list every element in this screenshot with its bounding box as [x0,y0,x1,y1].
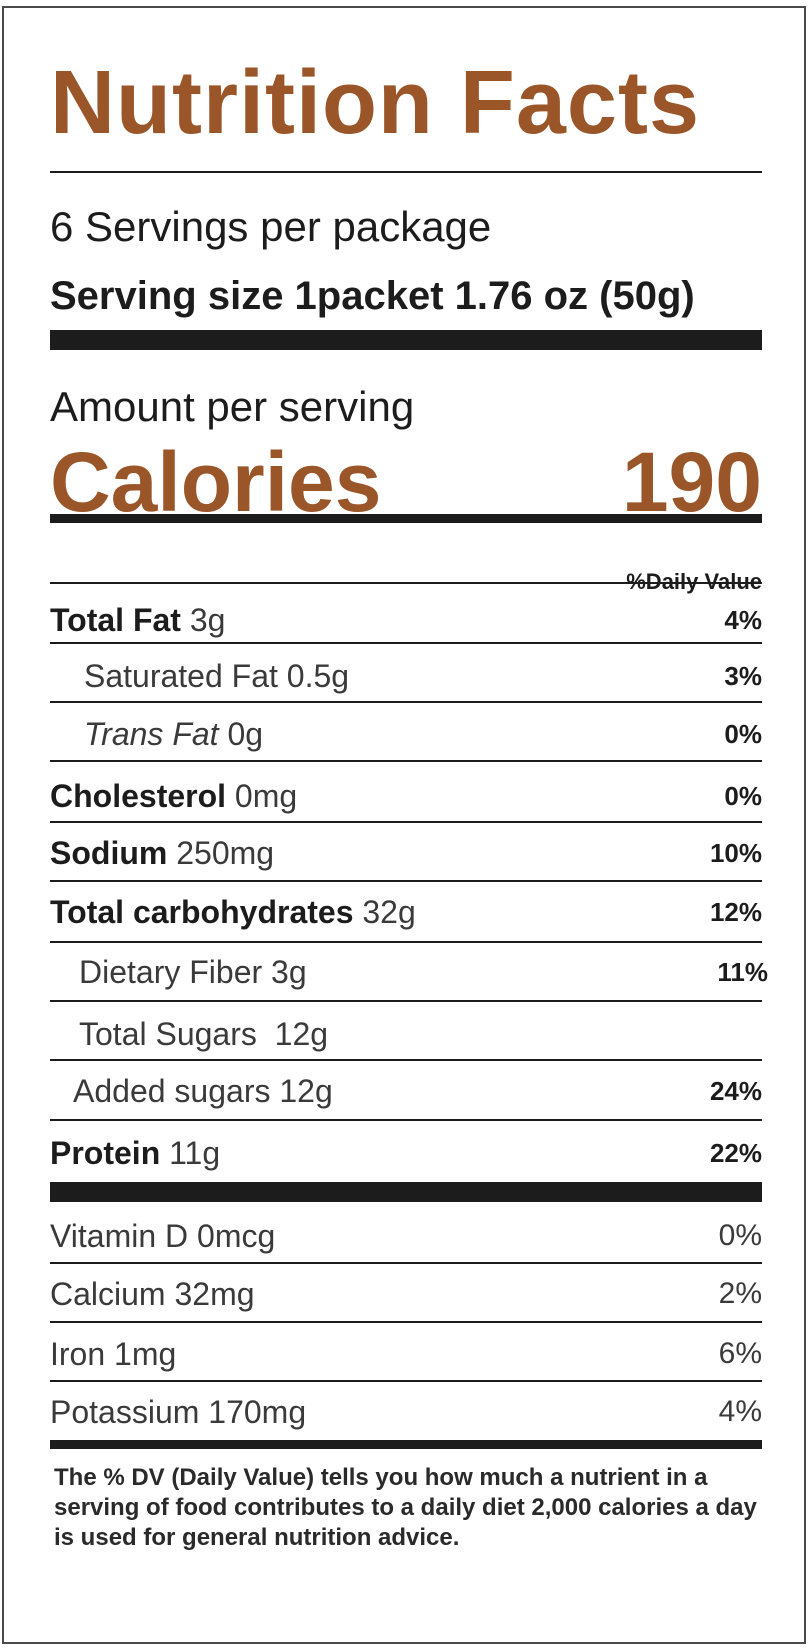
row-divider [50,941,762,943]
vitamin-dv: 4% [718,1395,762,1428]
label-title: Nutrition Facts [50,53,701,153]
nutrient-amount: 11g [169,1135,221,1171]
vitamin-amount: 0mcg [197,1218,276,1254]
nutrient-name: Added sugars [73,1073,271,1109]
footnote-divider [50,1440,762,1449]
row-divider [50,1380,762,1382]
calories-value: 190 [621,435,762,529]
amount-per-serving: Amount per serving [50,383,415,430]
vitamin-dv: 6% [718,1337,762,1370]
nutrient-row-trans-fat: Trans Fat 0g 0% [50,714,762,754]
nutrient-dv: 4% [724,605,762,635]
nutrient-name: Total Fat [50,602,181,638]
vitamin-amount: 1mg [114,1336,177,1372]
nutrient-name: Cholesterol [50,778,227,814]
vitamin-name: Iron [50,1336,106,1372]
calories-divider [50,514,762,523]
row-divider [50,1059,762,1061]
title-divider [50,171,762,173]
nutrient-row-cholesterol: Cholesterol 0mg 0% [50,776,762,816]
nutrient-row-total-carbohydrates: Total carbohydrates 32g 12% [50,892,762,932]
daily-value-footnote: The % DV (Daily Value) tells you how muc… [54,1464,757,1551]
vitamin-name: Potassium [50,1394,200,1430]
nutrient-name: Sodium [50,835,168,871]
nutrient-dv: 12% [709,897,762,927]
nutrient-name: Total carbohydrates [50,894,354,930]
nutrient-amount: 0.5g [286,658,350,694]
nutrient-name: Saturated Fat [84,658,278,694]
dv-header-divider [50,582,762,584]
serving-divider-thick [50,330,762,350]
nutrient-amount: 12g [279,1073,333,1109]
row-divider [50,1000,762,1002]
vitamin-name: Calcium [50,1276,166,1312]
nutrient-dv: 22% [709,1138,762,1168]
nutrient-dv: 0% [724,719,762,749]
nutrient-row-dietary-fiber: Dietary Fiber 3g 11% [50,952,768,992]
nutrient-amount: 3g [271,954,307,990]
nutrient-row-sodium: Sodium 250mg 10% [50,833,762,873]
row-divider [50,1321,762,1323]
nutrient-name: Total Sugars [79,1016,257,1052]
nutrient-dv: 10% [709,838,762,868]
nutrient-name: Dietary Fiber [79,954,263,990]
calories-label: Calories [50,435,382,529]
nutrient-name: Protein [50,1135,161,1171]
nutrient-row-protein: Protein 11g 22% [50,1133,762,1173]
nutrition-label: Nutrition Facts 6 Servings per package S… [2,6,806,1644]
row-divider [50,1262,762,1264]
vitamin-amount: 170mg [208,1394,307,1430]
nutrient-dv: 11% [717,957,768,987]
nutrient-row-total-fat: Total Fat 3g 4% [50,600,762,640]
serving-size: Serving size 1packet 1.76 oz (50g) [50,274,695,318]
nutrient-amount: 0mg [234,778,298,814]
row-divider [50,880,762,882]
vitamin-row-potassium: Potassium 170mg 4% [50,1392,762,1432]
nutrient-amount: 3g [189,602,226,638]
nutrient-amount: 32g [362,894,416,930]
vitamin-dv: 0% [718,1219,762,1252]
row-divider [50,642,762,644]
vitamin-row-iron: Iron 1mg 6% [50,1334,762,1374]
vitamin-amount: 32mg [174,1276,255,1312]
nutrient-dv: 24% [709,1076,762,1106]
vitamin-name: Vitamin D [50,1218,189,1254]
nutrient-amount: 250mg [176,835,275,871]
nutrient-name: Trans Fat [84,716,219,752]
servings-per-package: 6 Servings per package [50,203,492,250]
row-divider [50,701,762,703]
vitamin-dv: 2% [718,1277,762,1310]
row-divider [50,821,762,823]
nutrient-row-total-sugars: Total Sugars 12g [50,1014,762,1054]
vitamin-row-calcium: Calcium 32mg 2% [50,1274,762,1314]
daily-value-header: %Daily Value [626,569,762,594]
nutrient-row-saturated-fat: Saturated Fat 0.5g 3% [50,656,762,696]
nutrient-dv: 3% [724,661,762,691]
nutrient-amount: 12g [274,1016,329,1052]
nutrient-amount: 0g [227,716,264,752]
row-divider [50,760,762,762]
nutrient-row-added-sugars: Added sugars 12g 24% [50,1071,762,1111]
vitamin-row-vitamin-d: Vitamin D 0mcg 0% [50,1216,762,1256]
protein-divider-thick [50,1182,762,1202]
nutrient-dv: 0% [724,781,762,811]
row-divider [50,1119,762,1121]
